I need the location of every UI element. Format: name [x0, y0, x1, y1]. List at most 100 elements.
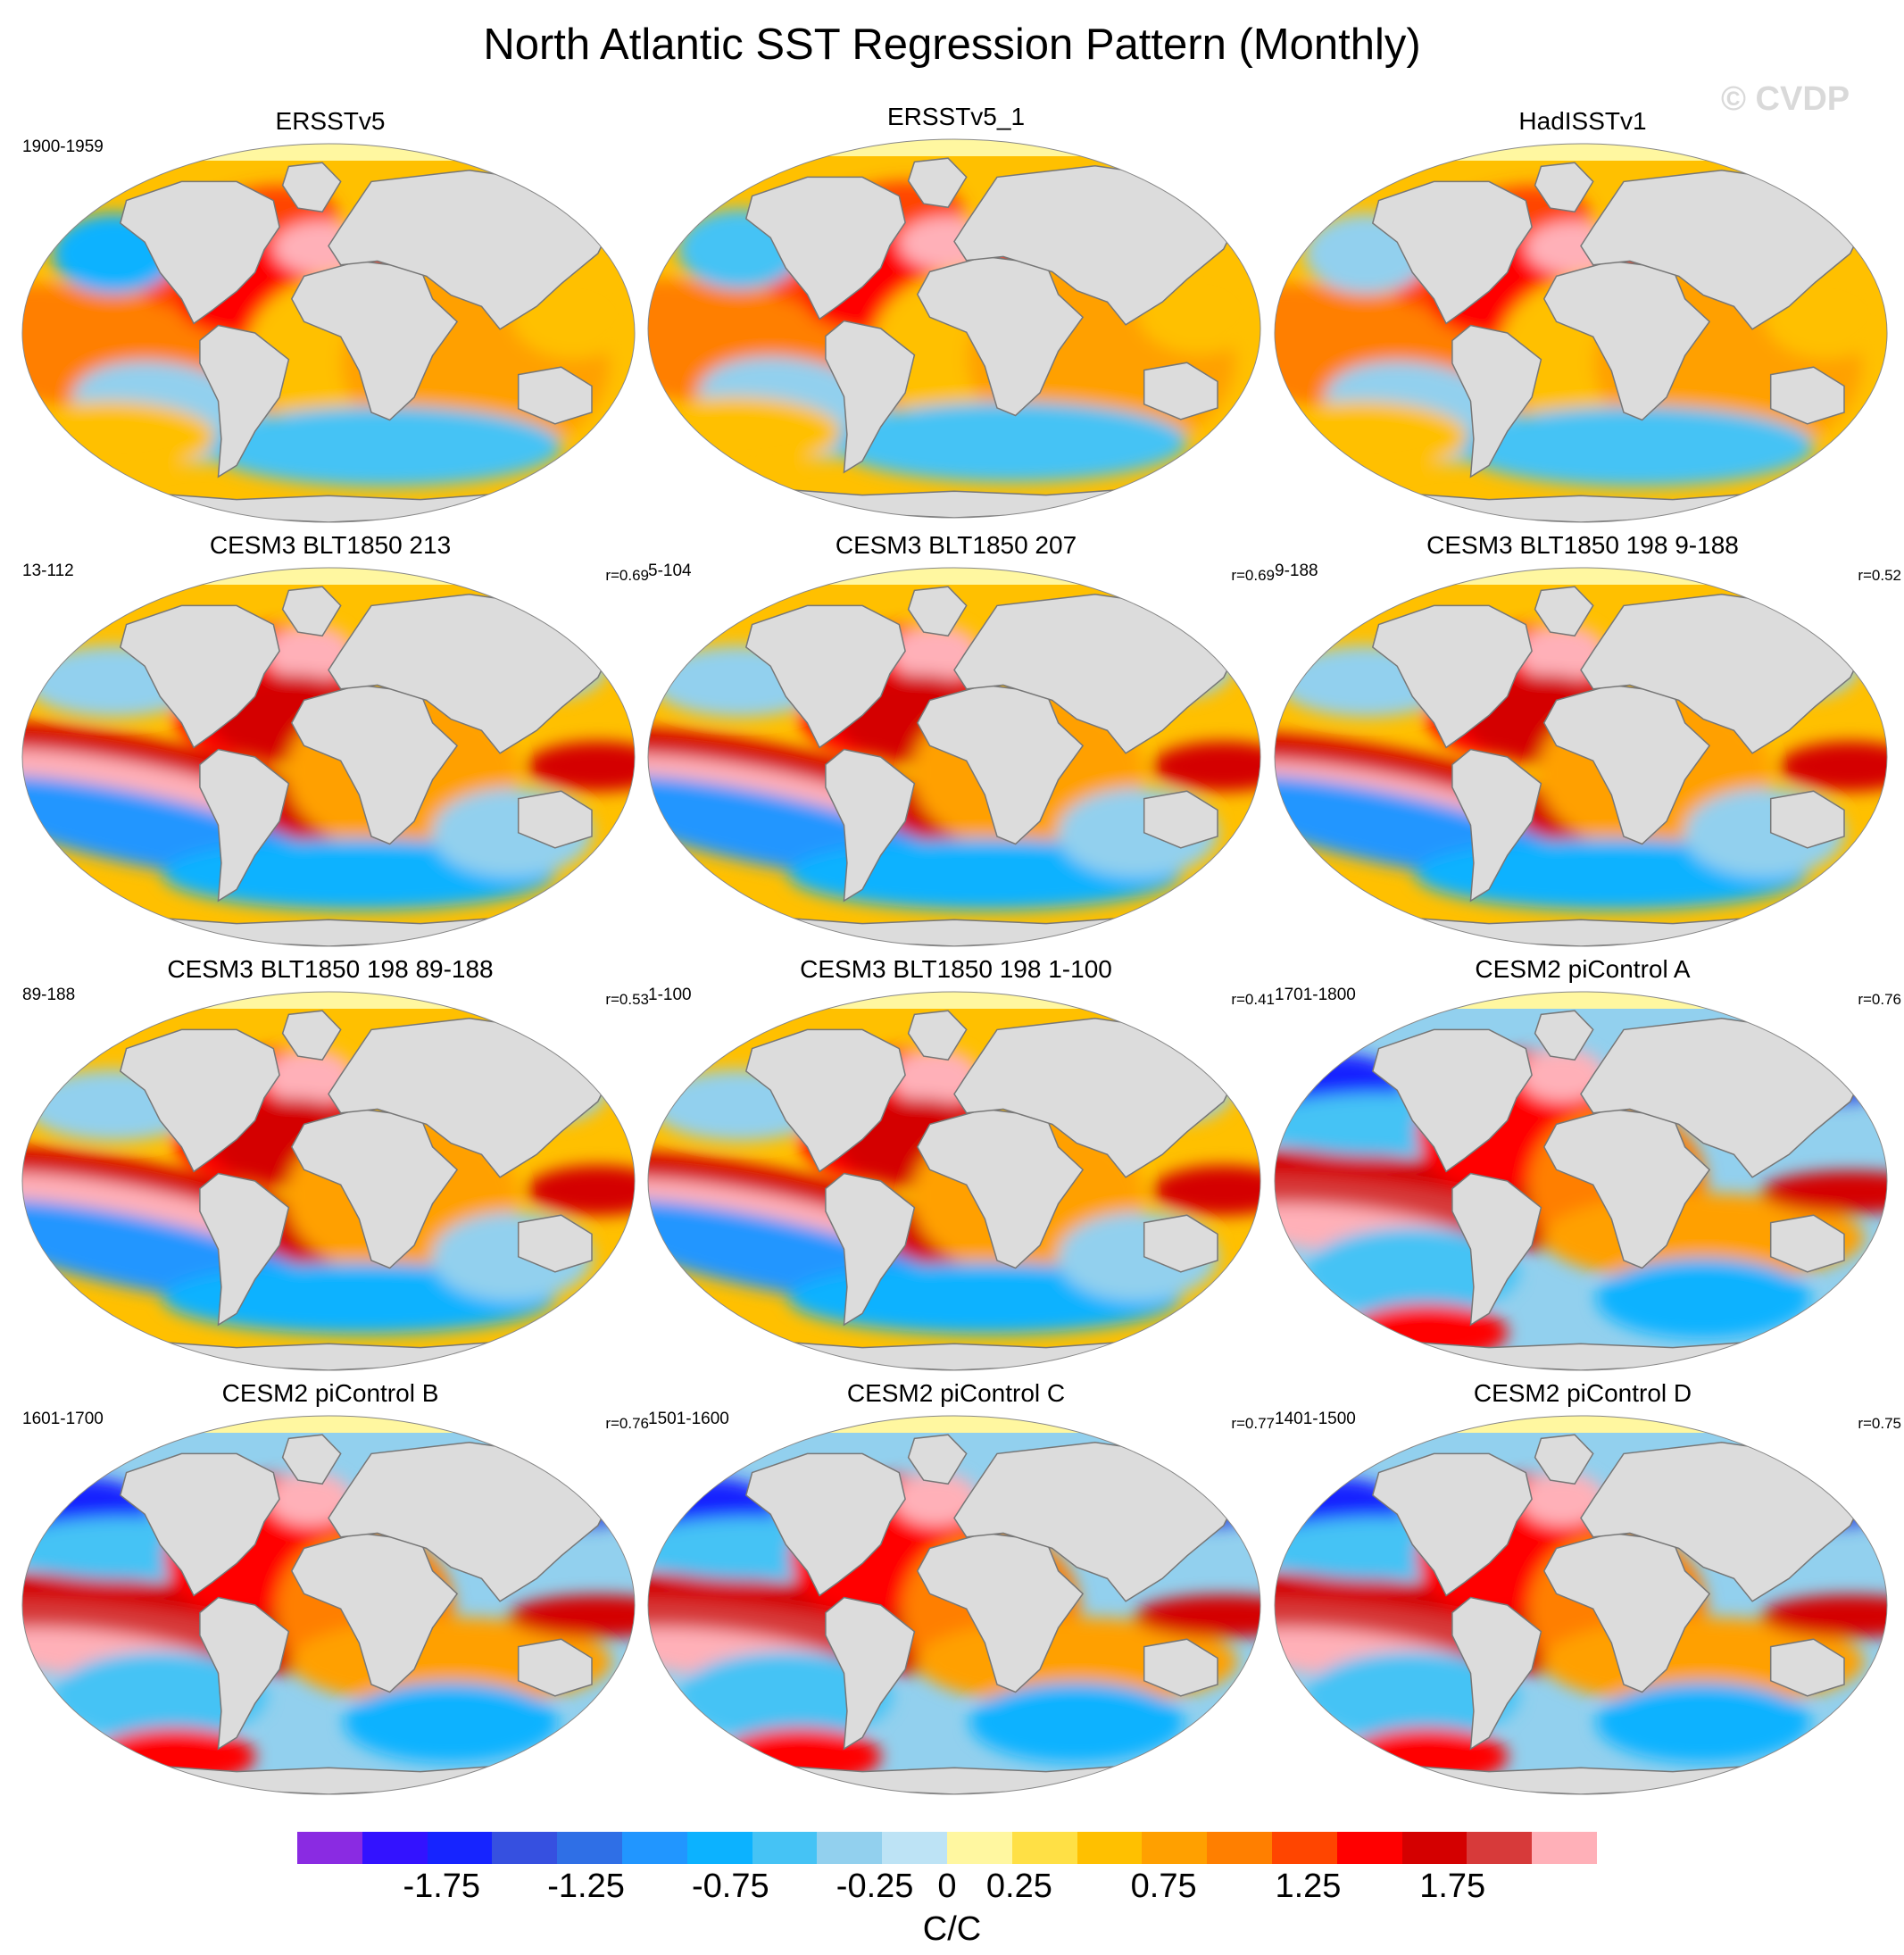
land-mass [1769, 1638, 1845, 1697]
land-mass [281, 1434, 342, 1485]
land-mass [199, 1596, 290, 1751]
anomaly-region [344, 1682, 559, 1763]
land-mass [758, 915, 1151, 946]
land-mass [199, 324, 290, 478]
panel-years: 5-104 [648, 562, 692, 580]
watermark: © CVDP [1721, 80, 1850, 118]
map-panel: CESM3 BLT1850 198 89-188 89-188 r=0.53 [13, 955, 649, 1384]
land-mass [758, 1763, 1151, 1794]
map-outline [1274, 1415, 1888, 1795]
land-mass [1451, 748, 1542, 903]
map-panel: CESM2 piControl D 1401-1500 r=0.75 [1266, 1379, 1901, 1808]
land-mass [1371, 604, 1533, 749]
colorbar-swatch [621, 1832, 687, 1864]
colorbar-label: -1.75 [403, 1868, 481, 1905]
land-mass [744, 1028, 906, 1173]
regression-map [21, 567, 636, 947]
panel-correlation: r=0.69 [1231, 567, 1275, 584]
land-mass [744, 604, 906, 749]
anomaly-region [1275, 1177, 1526, 1231]
land-mass [1769, 366, 1845, 425]
panel-years: 1701-1800 [1275, 986, 1356, 1004]
panel-title: CESM2 piControl B [221, 1379, 439, 1407]
land-mass [825, 748, 916, 903]
land-mass [119, 180, 280, 325]
anomaly-region [969, 1682, 1185, 1763]
land-mass [517, 1638, 593, 1697]
colorbar-units: C/C [922, 1910, 982, 1948]
land-mass [907, 1434, 968, 1485]
anomaly-region [22, 748, 270, 819]
panel-correlation: r=0.77 [1231, 1415, 1275, 1432]
land-mass [1534, 162, 1594, 213]
anomaly-region [1457, 406, 1815, 487]
map-outline [647, 1415, 1261, 1795]
colorbar-swatch [297, 1832, 362, 1864]
map-outline [647, 991, 1261, 1371]
land-mass [132, 1339, 525, 1370]
land-mass [281, 162, 342, 213]
land-mass [1769, 1214, 1845, 1273]
land-mass [1143, 790, 1218, 849]
land-mass [119, 1452, 280, 1597]
map-panel: ERSSTv5 1900-1959 [13, 107, 647, 536]
land-mass [1143, 1638, 1218, 1697]
regression-map [1274, 567, 1888, 947]
map-panel: CESM3 BLT1850 198 1-100 1-100 r=0.41 [639, 955, 1275, 1384]
land-mass [907, 157, 968, 209]
regression-map [21, 1415, 636, 1795]
colorbar-label: 0.75 [1130, 1868, 1197, 1905]
panel-correlation: r=0.76 [605, 1415, 649, 1432]
regression-map [1274, 1415, 1888, 1795]
map-outline [1274, 143, 1888, 523]
colorbar-swatch [946, 1832, 1012, 1864]
land-mass [132, 915, 525, 946]
regression-map [21, 143, 636, 523]
map-outline [1274, 991, 1888, 1371]
land-mass [1451, 1596, 1542, 1751]
land-mass [744, 1452, 906, 1597]
land-mass [132, 1763, 525, 1794]
colorbar-swatch [1207, 1832, 1272, 1864]
panel-years: 13-112 [22, 562, 74, 580]
anomaly-region [22, 1601, 274, 1655]
panel-title: CESM2 piControl D [1473, 1379, 1692, 1407]
land-mass [825, 320, 916, 474]
colorbar-swatch [817, 1832, 883, 1864]
land-mass [907, 1010, 968, 1061]
colorbar-labels: -1.75 -1.25 -0.75 -0.25 0 0.25 0.75 1.25 1.75 [0, 1868, 1904, 1907]
anomaly-region [1305, 1227, 1520, 1317]
panel-correlation: r=0.52 [1858, 567, 1901, 584]
regression-map [1274, 991, 1888, 1371]
land-mass [281, 586, 342, 637]
land-mass [1534, 586, 1594, 637]
land-mass [1451, 1172, 1542, 1327]
land-mass [1769, 790, 1845, 849]
colorbar-swatch [882, 1832, 947, 1864]
land-mass [517, 366, 593, 425]
land-mass [1371, 1452, 1533, 1597]
anomaly-region [1275, 1601, 1526, 1655]
panel-title: CESM3 BLT1850 198 9-188 [1426, 531, 1739, 559]
map-outline [21, 143, 636, 523]
map-panel: CESM3 BLT1850 213 13-112 r=0.69 [13, 531, 649, 960]
colorbar-label: 1.25 [1275, 1868, 1342, 1905]
land-mass [1384, 915, 1777, 946]
land-mass [744, 176, 906, 320]
colorbar-label: -0.75 [692, 1868, 769, 1905]
land-mass [1384, 1339, 1777, 1370]
anomaly-region [204, 406, 562, 487]
panel-title: CESM3 BLT1850 207 [835, 531, 1077, 559]
regression-map [647, 567, 1261, 947]
anomaly-region [53, 1651, 268, 1741]
panel-correlation: r=0.75 [1858, 1415, 1901, 1432]
colorbar-swatch [1271, 1832, 1337, 1864]
anomaly-region [648, 1601, 900, 1655]
map-panel: ERSSTv5_1 [639, 103, 1273, 531]
colorbar-label: 0 [937, 1868, 957, 1905]
land-mass [1534, 1434, 1594, 1485]
panel-years: 1401-1500 [1275, 1410, 1356, 1428]
land-mass [119, 604, 280, 749]
land-mass [119, 1028, 280, 1173]
panel-years: 1-100 [648, 986, 692, 1004]
